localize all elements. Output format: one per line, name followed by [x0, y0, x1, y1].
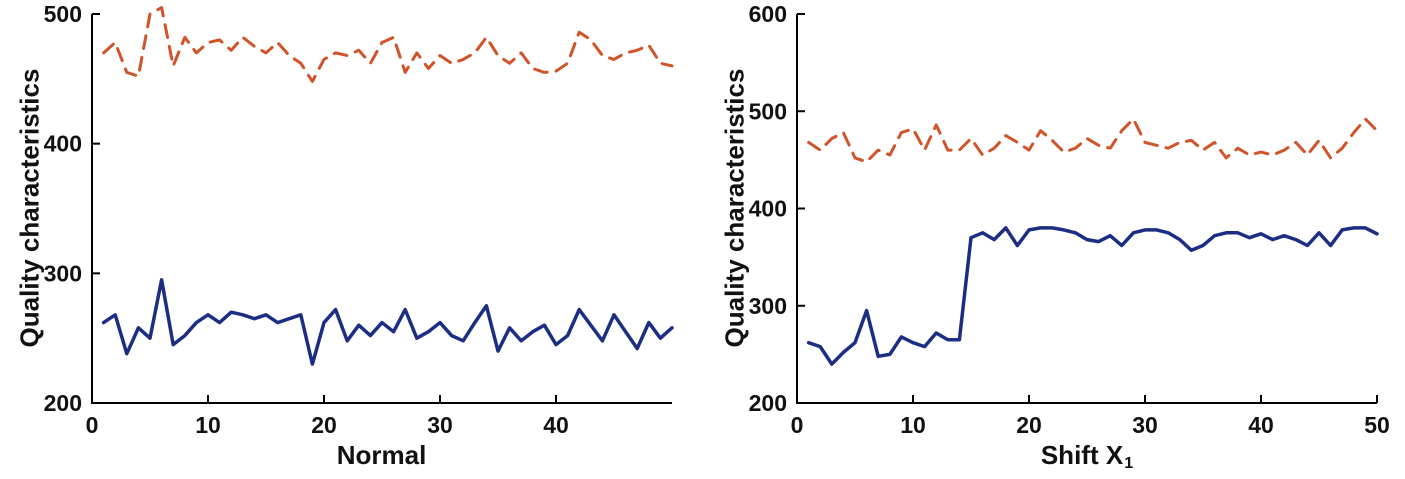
chart-normal: 200 300 400 500 0 10 20 30 40 Quality characteri…: [0, 0, 700, 479]
x-tick-label: 40: [1248, 412, 1274, 438]
series-lower-solid: [806, 226, 1379, 366]
y-tick-label: 400: [44, 131, 82, 157]
x-tick-label: 10: [900, 412, 926, 438]
y-tick-label: 200: [749, 390, 787, 416]
y-tick-label: 300: [44, 260, 82, 286]
x-axis-label-normal: Normal: [337, 440, 428, 471]
x-axis-label-shift-x1: Shift X1: [1040, 440, 1134, 472]
y-axis-label-shift-x1: Quality characteristics: [719, 68, 750, 348]
series-lower-solid: [101, 278, 674, 366]
plot-area-normal: 200 300 400 500 0 10 20 30 40: [44, 1, 674, 438]
x-tick-label: 10: [195, 412, 221, 438]
x-tick-label: 50: [1364, 412, 1390, 438]
x-tick-label: 40: [543, 412, 569, 438]
y-tick-label: 500: [749, 98, 787, 124]
plot-area-shift-x1: 200 300 400 500 600 0 10 20 30 40 50: [749, 1, 1390, 438]
axis-lines: [91, 14, 672, 404]
series-upper-dashed: [102, 6, 674, 83]
y-tick-label: 500: [44, 1, 82, 27]
x-axis-label-text: Shift X: [1040, 440, 1124, 470]
x-tick-label: 0: [86, 412, 99, 438]
x-tick-label: 20: [1016, 412, 1042, 438]
y-tick-label: 600: [749, 1, 787, 27]
x-tick-label: 20: [311, 412, 337, 438]
x-axis-label-text: Normal: [336, 440, 427, 470]
chart-shift-x1: 200 300 400 500 600 0 10 20 30 40 50 Quality chara…: [705, 0, 1405, 479]
y-tick-label: 200: [44, 390, 82, 416]
x-tick-label: 30: [1132, 412, 1158, 438]
y-axis-label-normal: Quality characteristics: [14, 68, 45, 348]
x-axis-label-subscript: 1: [1124, 453, 1134, 472]
series-upper-dashed: [807, 117, 1379, 164]
x-tick-label: 0: [791, 412, 804, 438]
y-tick-label: 300: [749, 293, 787, 319]
axis-lines: [796, 14, 1377, 404]
x-tick-label: 30: [427, 412, 453, 438]
y-tick-label: 400: [749, 196, 787, 222]
